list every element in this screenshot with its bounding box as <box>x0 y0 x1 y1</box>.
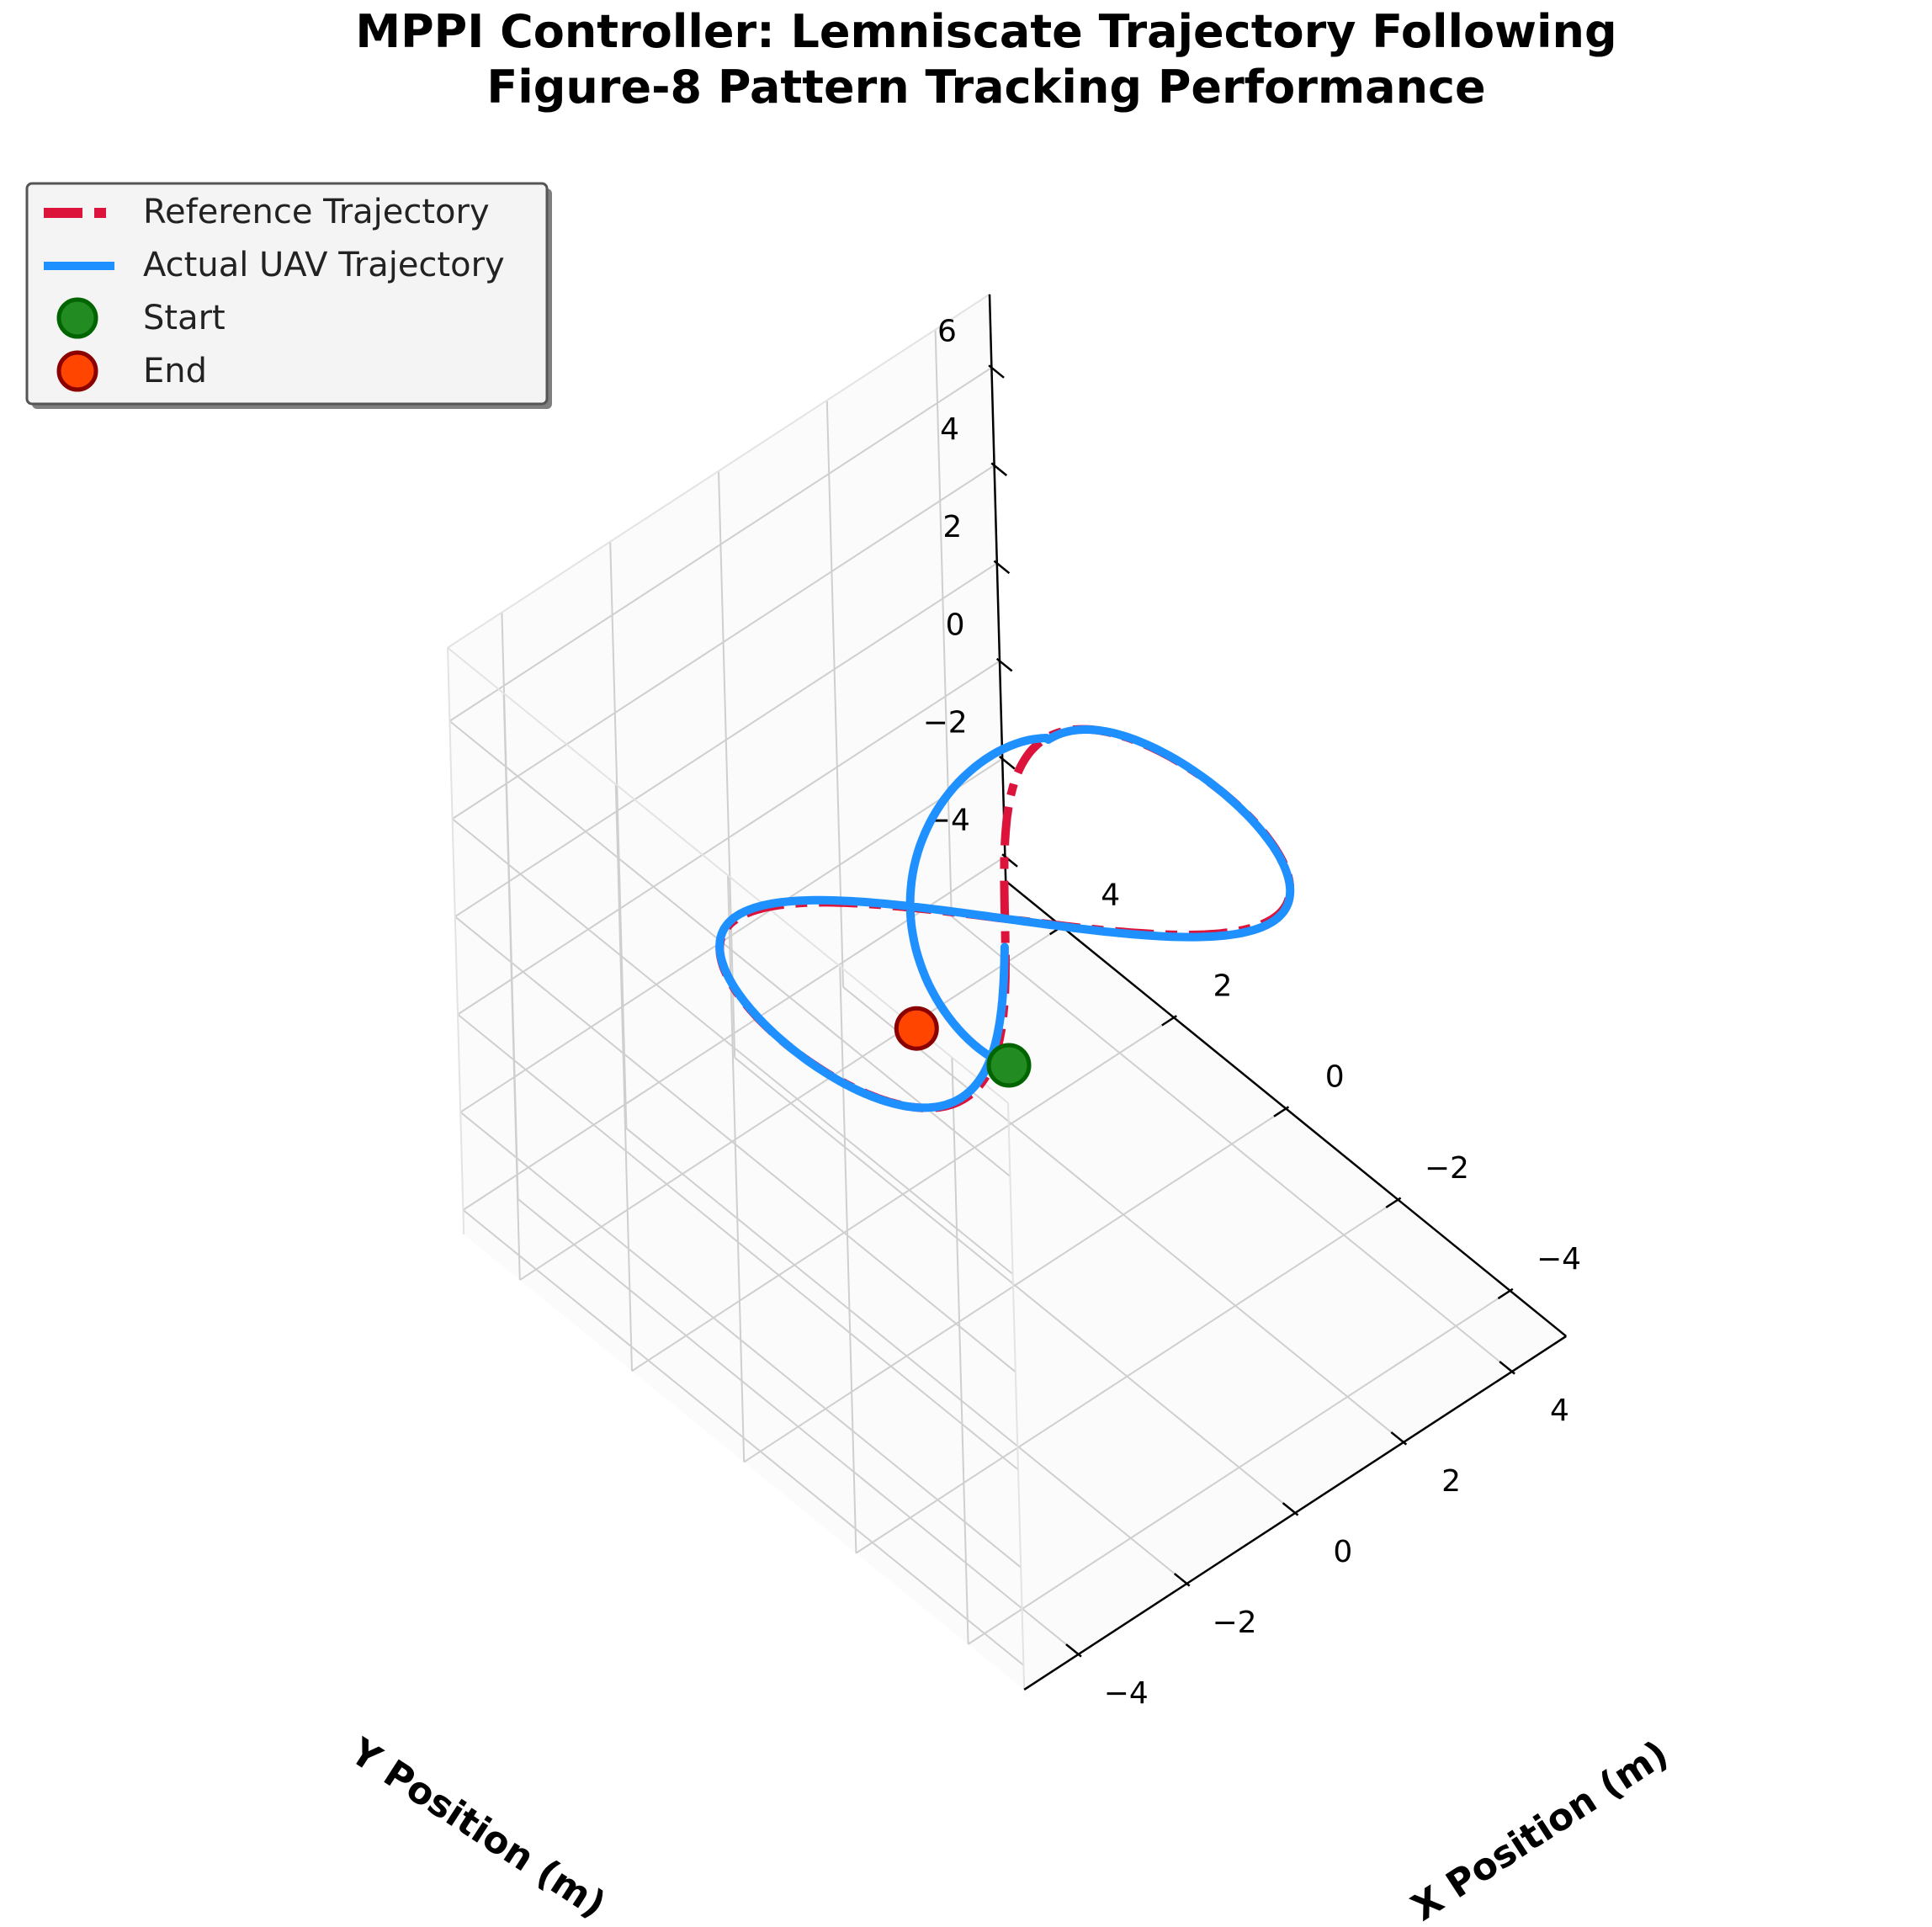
z-axis-tick <box>990 462 1008 476</box>
x-tick-label: −4 <box>1537 1242 1581 1277</box>
end-marker <box>894 1006 939 1051</box>
y-axis-tick <box>1065 1643 1082 1658</box>
y-axis-tick <box>1390 1431 1408 1446</box>
legend-actual-label: Actual UAV Trajectory <box>143 246 505 284</box>
z-tick-label: 0 <box>946 608 965 642</box>
grid-line-z-left <box>448 367 992 722</box>
grid-line-z-left <box>454 562 998 918</box>
grid-line-x-wall <box>839 966 857 1553</box>
actual-trajectory-line <box>715 725 1295 1112</box>
chart-title-group: MPPI Controller: Lemniscate Trajectory F… <box>355 5 1616 114</box>
plot-series <box>715 725 1295 1112</box>
y-axis-tick <box>1282 1502 1299 1516</box>
z-axis-line <box>988 294 1007 881</box>
grid-line-z-right <box>454 916 1016 1373</box>
z-tick-label: −2 <box>923 706 968 741</box>
start-marker <box>986 1043 1032 1088</box>
x-axis-label: X Position (m) <box>1404 1733 1676 1927</box>
pane-edge <box>1007 1102 1026 1690</box>
grid-lines <box>447 293 1513 1690</box>
z-tick-label: 6 <box>937 315 957 349</box>
x-axis-tick <box>1385 1197 1402 1208</box>
legend-start-marker <box>56 297 98 339</box>
x-tick-label: 0 <box>1325 1060 1345 1095</box>
y-tick-label: 0 <box>1333 1535 1352 1569</box>
y-axis-tick <box>1499 1361 1515 1375</box>
grid-line-z-left <box>457 660 1000 1016</box>
legend-end-marker <box>56 350 98 392</box>
grid-line-y-floor <box>842 986 1404 1443</box>
legend-reference-label: Reference Trajectory <box>143 193 490 231</box>
grid-line-y-floor <box>734 1057 1296 1514</box>
x-axis-tick <box>1161 1015 1177 1027</box>
y-tick-label: 2 <box>1441 1464 1461 1499</box>
z-axis-tick <box>995 657 1013 672</box>
z-axis-tick <box>988 364 1005 379</box>
chart-title: MPPI Controller: Lemniscate Trajectory F… <box>355 5 1616 58</box>
z-axis-tick <box>1001 853 1018 868</box>
y-tick-label: −4 <box>1104 1676 1149 1711</box>
grid-line-y-wall <box>718 470 736 1058</box>
legend-box <box>25 182 549 406</box>
grid-line-y-wall <box>609 541 628 1128</box>
z-axis-tick <box>993 560 1011 575</box>
x-tick-label: 2 <box>1213 969 1233 1003</box>
z-axis-tick <box>999 756 1016 770</box>
pane-edge <box>447 293 990 649</box>
grid-line-y-wall <box>934 329 953 916</box>
x-axis-tick <box>1273 1106 1290 1117</box>
grid-line-y-floor <box>951 916 1513 1372</box>
grid-line-z-left <box>459 757 1003 1113</box>
legend-end-label: End <box>143 352 207 390</box>
chart-subtitle: Figure-8 Pattern Tracking Performance <box>486 61 1485 114</box>
legend-start-label: Start <box>143 299 226 337</box>
grid-line-z-right <box>448 720 1011 1177</box>
plot-markers <box>894 1006 1032 1088</box>
y-axis-tick <box>1173 1573 1191 1587</box>
grid-line-y-floor <box>517 1198 1080 1655</box>
z-tick-label: 4 <box>940 412 959 447</box>
grid-line-x-wall <box>614 784 633 1372</box>
grid-line-y-floor <box>625 1128 1188 1585</box>
z-tick-label: 2 <box>942 510 962 544</box>
x-tick-label: 4 <box>1101 878 1120 912</box>
grid-line-z-right <box>451 818 1014 1275</box>
y-tick-label: 4 <box>1550 1393 1569 1428</box>
grid-line-z-right <box>462 1209 1025 1666</box>
legend: Reference Trajectory Actual UAV Trajecto… <box>25 182 552 409</box>
grid-line-y-wall <box>501 612 519 1199</box>
grid-line-z-left <box>452 464 995 820</box>
pane-edge <box>447 647 465 1234</box>
x-axis-tick <box>1497 1287 1514 1300</box>
grid-line-y-wall <box>825 400 844 987</box>
grid-line-x-wall <box>951 1057 969 1644</box>
grid-line-z-right <box>459 1111 1022 1569</box>
y-tick-label: −2 <box>1212 1606 1256 1640</box>
y-axis-label: Y Position (m) <box>342 1730 613 1927</box>
grid-line-z-right <box>457 1013 1019 1471</box>
x-tick-label: −2 <box>1425 1151 1469 1186</box>
